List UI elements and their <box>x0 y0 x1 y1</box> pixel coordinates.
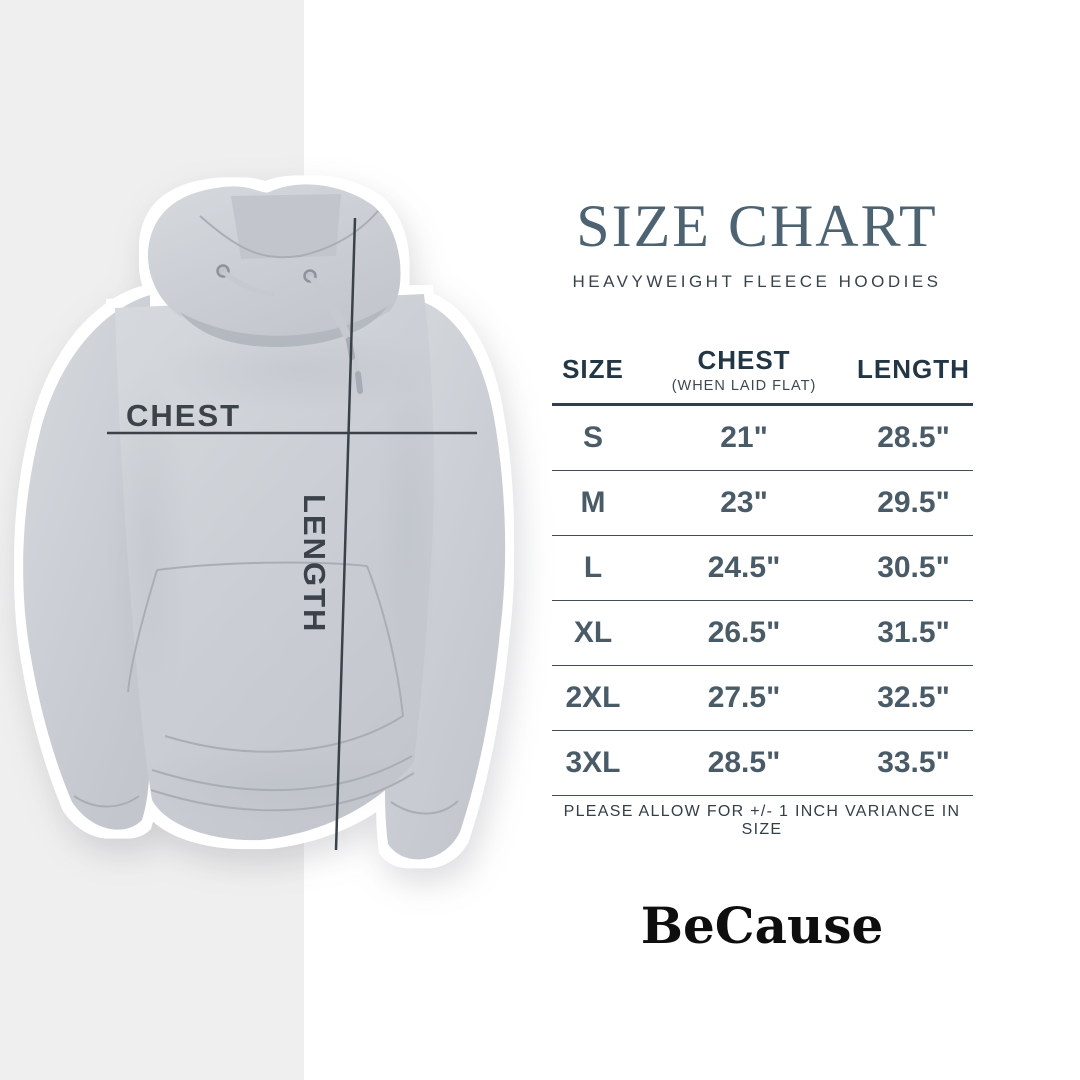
size-cell: S <box>582 421 603 454</box>
size-cell: XL <box>573 616 613 649</box>
length-cell: 29.5" <box>877 486 950 519</box>
pocket-left-opening <box>127 569 158 693</box>
chest-cell: 27.5" <box>707 681 781 714</box>
drawstring-aglet-b <box>355 371 363 394</box>
pocket-bottom-seam <box>164 715 404 753</box>
left-cuff-seam <box>73 795 140 808</box>
size-cell: L <box>583 551 603 584</box>
length-cell: 30.5" <box>877 551 950 584</box>
drawstring-b <box>311 277 361 375</box>
length-cell: 33.5" <box>877 746 950 779</box>
size-cell: 2XL <box>565 681 621 714</box>
length-cell: 31.5" <box>877 616 950 649</box>
column-header-chest-note: (WHEN LAID FLAT) <box>671 378 817 394</box>
table-header-row: SIZE CHEST (WHEN LAID FLAT) LENGTH <box>552 336 973 406</box>
column-header-chest-label: CHEST <box>697 345 791 375</box>
column-header-size: SIZE <box>562 354 624 384</box>
size-cell: 3XL <box>565 746 621 779</box>
length-cell: 28.5" <box>877 421 950 454</box>
right-cuff-seam <box>390 800 459 815</box>
drawstring-short <box>222 270 275 297</box>
pocket-right-opening <box>366 565 404 717</box>
variance-note: PLEASE ALLOW FOR +/- 1 INCH VARIANCE IN … <box>563 803 961 838</box>
column-header-chest: CHEST (WHEN LAID FLAT) <box>672 345 817 394</box>
brand-logo: BeCause <box>640 896 884 955</box>
table-row: 3XL 28.5" 33.5" <box>552 731 973 796</box>
chest-cell: 21" <box>720 421 768 454</box>
hem-rib-seam-2 <box>150 772 415 812</box>
table-row: M 23" 29.5" <box>552 471 973 536</box>
chest-cell: 23" <box>720 486 768 519</box>
length-cell: 32.5" <box>877 681 950 714</box>
chest-cell: 28.5" <box>707 746 781 779</box>
length-measure-line <box>334 217 357 851</box>
chest-measure-label: CHEST <box>126 398 242 433</box>
table-row: L 24.5" 30.5" <box>552 536 973 601</box>
table-row: XL 26.5" 31.5" <box>552 601 973 666</box>
page-subtitle: HEAVYWEIGHT FLEECE HOODIES <box>572 272 942 291</box>
hood-back-panel <box>231 194 341 259</box>
page-title: SIZE CHART <box>576 193 938 259</box>
chest-cell: 24.5" <box>707 551 781 584</box>
hood-fold-seam <box>199 210 379 259</box>
table-row: 2XL 27.5" 32.5" <box>552 666 973 731</box>
length-measure-label: LENGTH <box>297 494 332 634</box>
chest-cell: 26.5" <box>707 616 781 649</box>
hoodie-body <box>115 294 435 841</box>
column-header-length: LENGTH <box>857 354 970 384</box>
table-row: S 21" 28.5" <box>552 406 973 471</box>
size-table: SIZE CHEST (WHEN LAID FLAT) LENGTH S 21"… <box>552 336 973 796</box>
hem-rib-seam <box>151 755 413 792</box>
size-cell: M <box>580 486 606 519</box>
